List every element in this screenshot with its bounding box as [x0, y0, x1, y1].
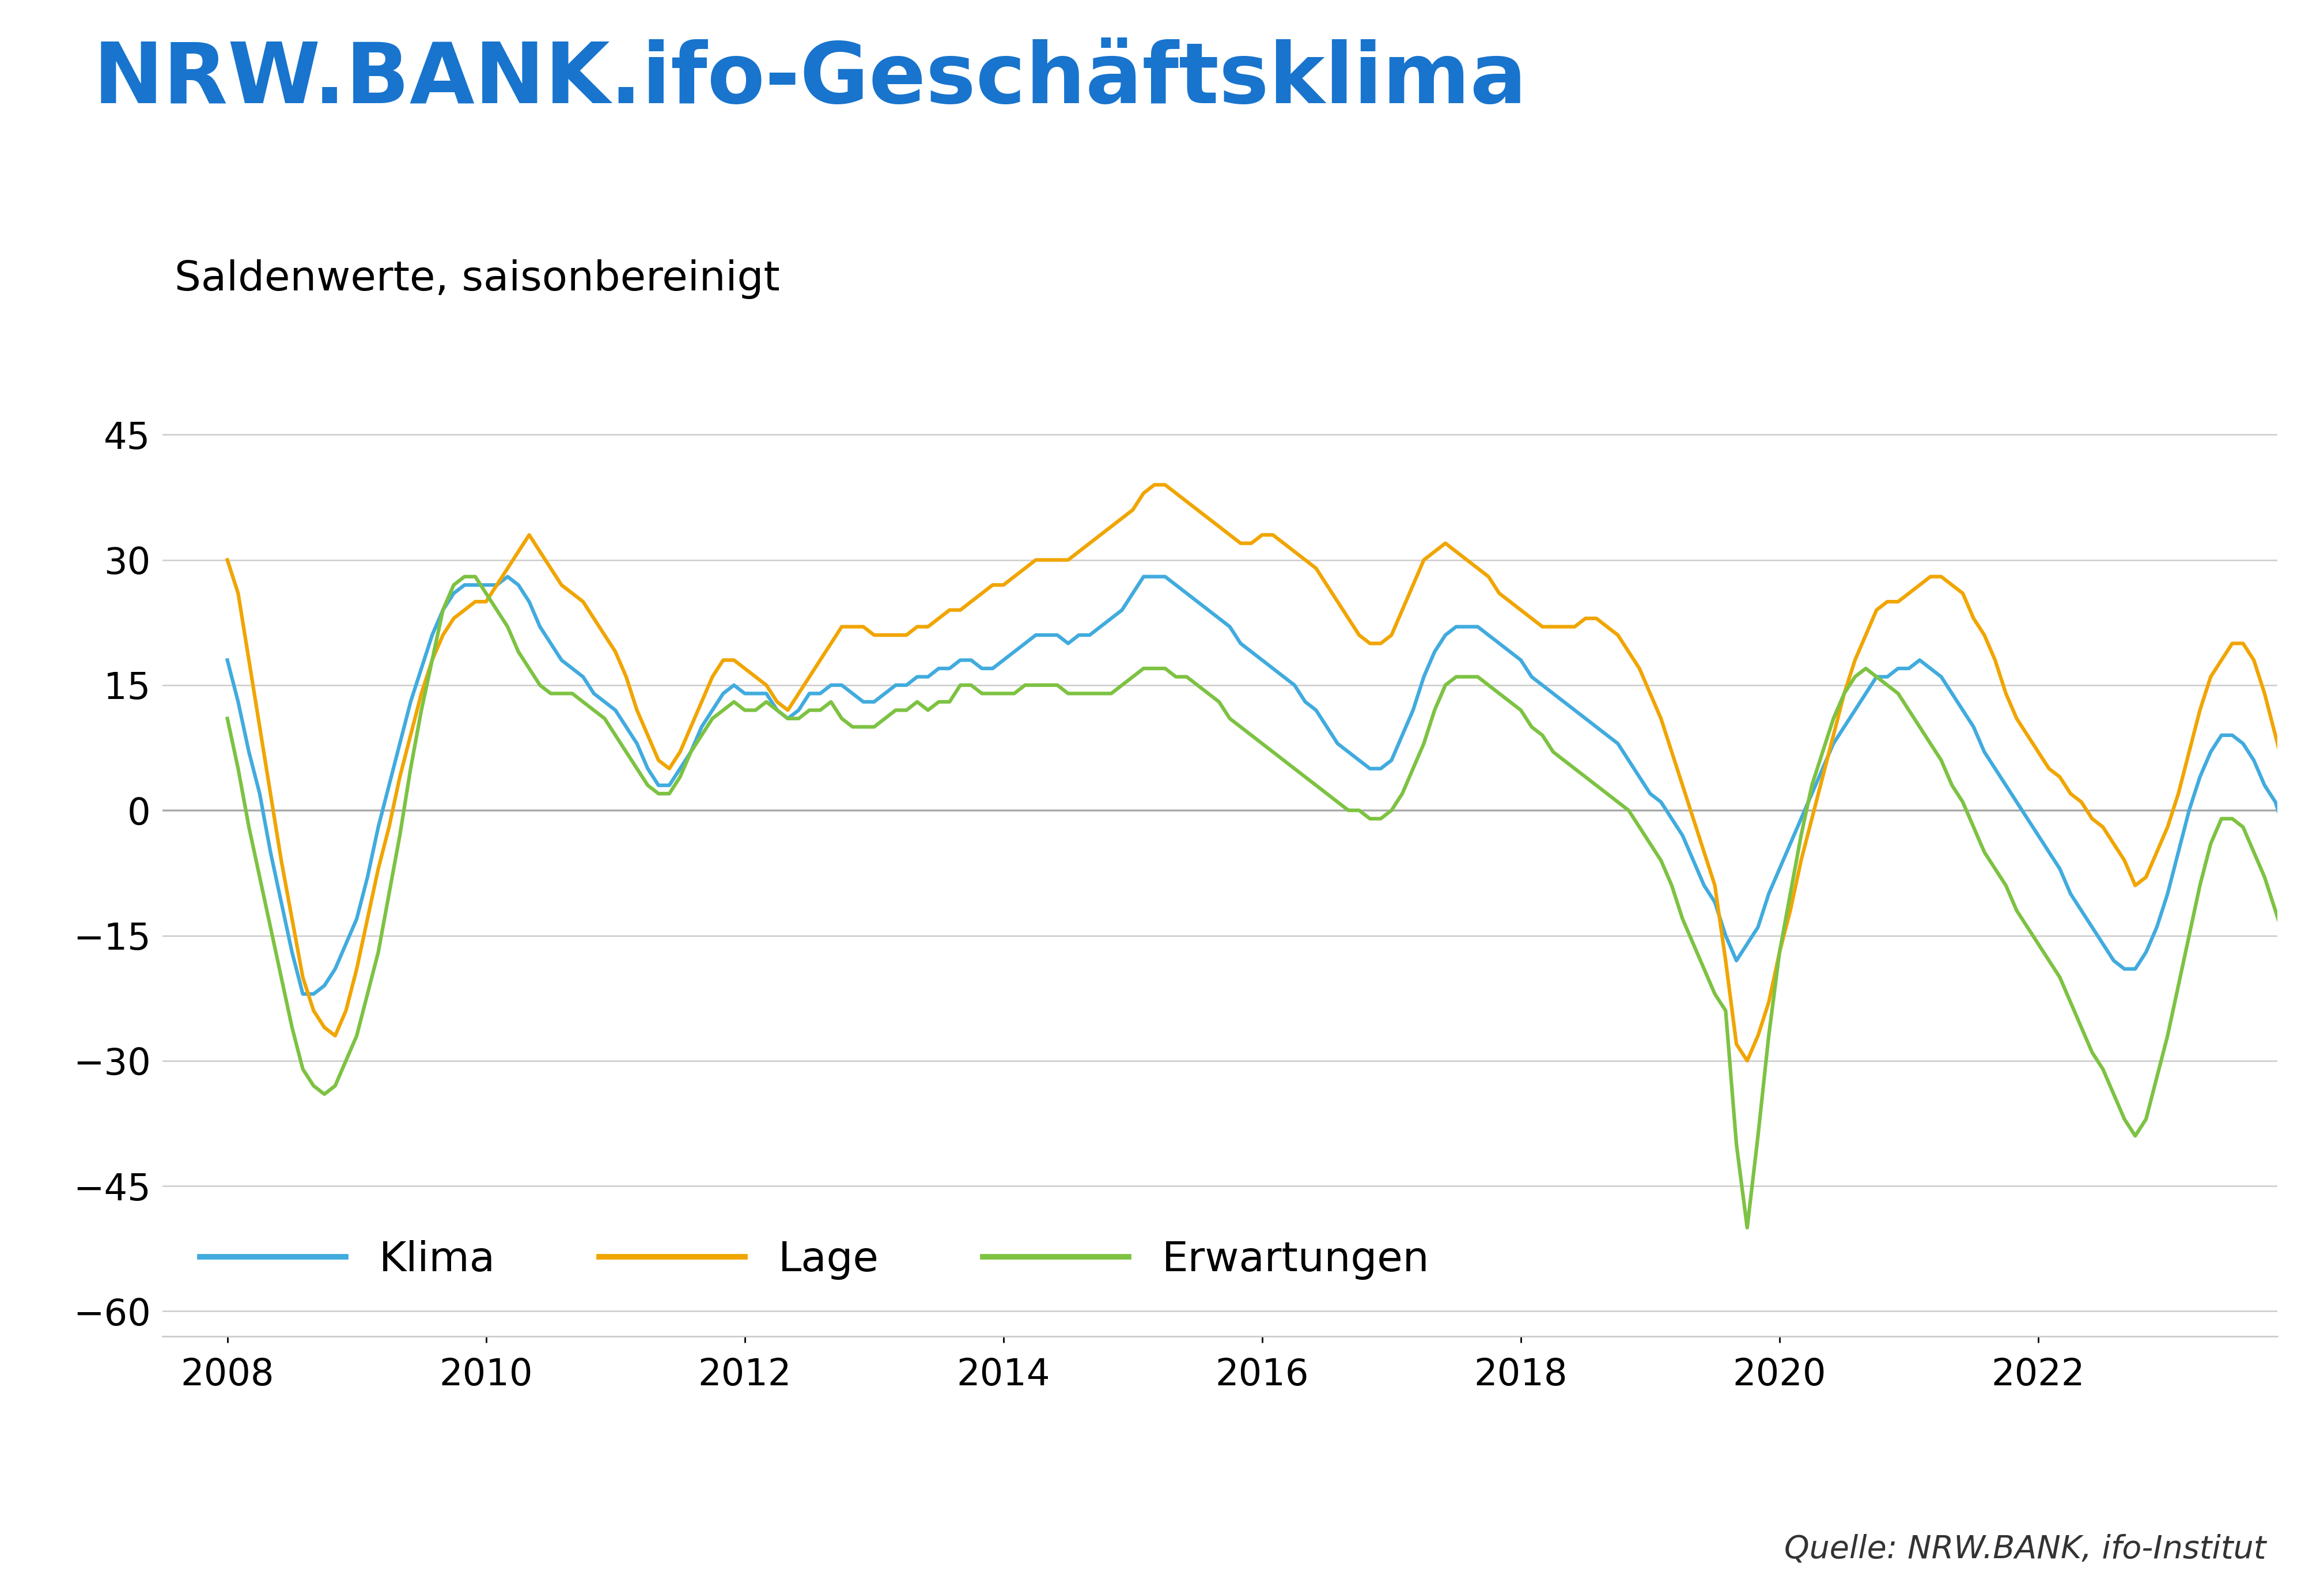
- Text: NRW.BANK.ifo-Geschäftsklima: NRW.BANK.ifo-Geschäftsklima: [93, 39, 1527, 121]
- Text: Saldenwerte, saisonbereinigt: Saldenwerte, saisonbereinigt: [174, 259, 779, 299]
- Text: Quelle: NRW.BANK, ifo-Institut: Quelle: NRW.BANK, ifo-Institut: [1785, 1534, 2266, 1564]
- Legend: Klima, Lage, Erwartungen: Klima, Lage, Erwartungen: [184, 1223, 1446, 1297]
